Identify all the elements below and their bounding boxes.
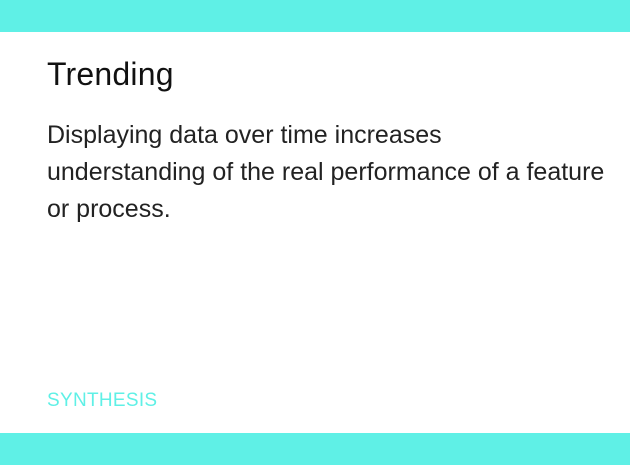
category-label: SYNTHESIS: [47, 390, 158, 411]
bottom-accent-bar: [0, 433, 630, 465]
card-title: Trending: [47, 56, 174, 92]
top-accent-bar: [0, 0, 630, 32]
card-description: Displaying data over time increases unde…: [47, 121, 605, 223]
